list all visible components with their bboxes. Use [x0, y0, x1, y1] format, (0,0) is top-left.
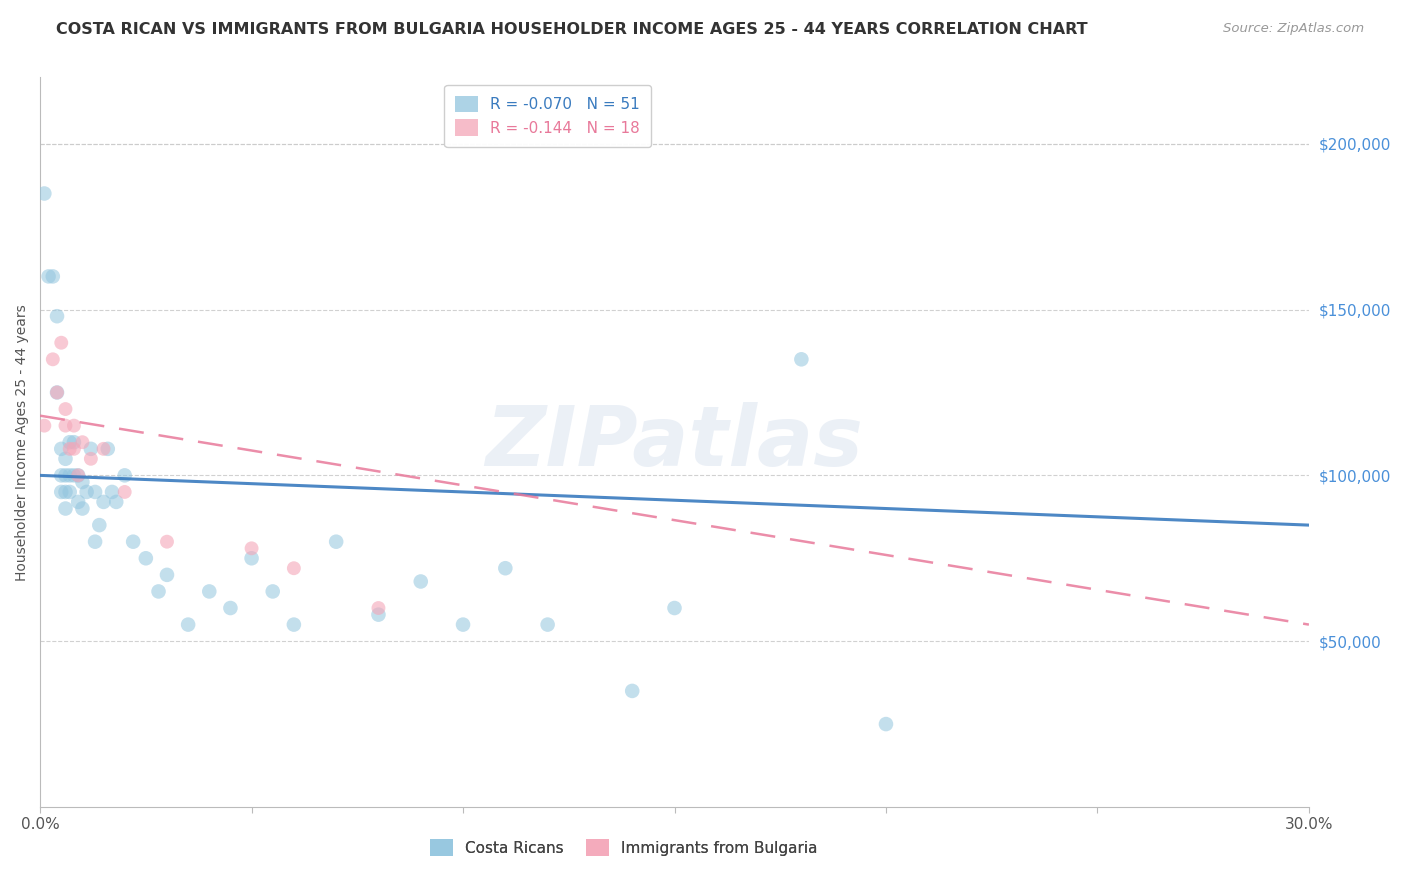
Point	[59, 468, 82, 483]
Point	[105, 495, 128, 509]
Point	[367, 607, 389, 622]
Y-axis label: Householder Income Ages 25 - 44 years: Householder Income Ages 25 - 44 years	[15, 304, 30, 581]
Point	[84, 534, 107, 549]
Point	[55, 402, 77, 417]
Point	[67, 468, 90, 483]
Point	[51, 335, 73, 350]
Point	[80, 451, 103, 466]
Point	[59, 442, 82, 456]
Point	[46, 385, 69, 400]
Point	[51, 442, 73, 456]
Point	[536, 617, 558, 632]
Point	[72, 435, 94, 450]
Point	[114, 485, 136, 500]
Point	[51, 485, 73, 500]
Point	[38, 269, 60, 284]
Point	[34, 418, 56, 433]
Point	[367, 601, 389, 615]
Point	[42, 352, 65, 367]
Point	[55, 485, 77, 500]
Point	[55, 451, 77, 466]
Point	[55, 418, 77, 433]
Point	[219, 601, 242, 615]
Point	[262, 584, 284, 599]
Point	[409, 574, 432, 589]
Point	[664, 601, 686, 615]
Point	[97, 442, 120, 456]
Point	[621, 684, 644, 698]
Point	[42, 269, 65, 284]
Point	[240, 551, 263, 566]
Point	[101, 485, 124, 500]
Point	[148, 584, 170, 599]
Point	[72, 475, 94, 489]
Text: ZIPatlas: ZIPatlas	[485, 401, 863, 483]
Point	[283, 561, 305, 575]
Point	[84, 485, 107, 500]
Point	[51, 468, 73, 483]
Point	[451, 617, 474, 632]
Legend: Costa Ricans, Immigrants from Bulgaria: Costa Ricans, Immigrants from Bulgaria	[420, 830, 827, 865]
Point	[59, 435, 82, 450]
Point	[63, 418, 86, 433]
Point	[198, 584, 221, 599]
Point	[55, 501, 77, 516]
Point	[156, 567, 179, 582]
Point	[494, 561, 516, 575]
Point	[55, 468, 77, 483]
Point	[135, 551, 157, 566]
Point	[76, 485, 98, 500]
Point	[67, 495, 90, 509]
Point	[34, 186, 56, 201]
Point	[72, 501, 94, 516]
Point	[283, 617, 305, 632]
Point	[325, 534, 347, 549]
Point	[89, 518, 111, 533]
Point	[790, 352, 813, 367]
Point	[93, 495, 115, 509]
Point	[122, 534, 145, 549]
Point	[63, 468, 86, 483]
Point	[177, 617, 200, 632]
Point	[240, 541, 263, 556]
Point	[67, 468, 90, 483]
Point	[875, 717, 897, 731]
Point	[63, 435, 86, 450]
Point	[63, 442, 86, 456]
Point	[46, 309, 69, 323]
Point	[59, 485, 82, 500]
Point	[156, 534, 179, 549]
Text: Source: ZipAtlas.com: Source: ZipAtlas.com	[1223, 22, 1364, 36]
Point	[114, 468, 136, 483]
Point	[80, 442, 103, 456]
Point	[46, 385, 69, 400]
Point	[93, 442, 115, 456]
Text: COSTA RICAN VS IMMIGRANTS FROM BULGARIA HOUSEHOLDER INCOME AGES 25 - 44 YEARS CO: COSTA RICAN VS IMMIGRANTS FROM BULGARIA …	[56, 22, 1088, 37]
